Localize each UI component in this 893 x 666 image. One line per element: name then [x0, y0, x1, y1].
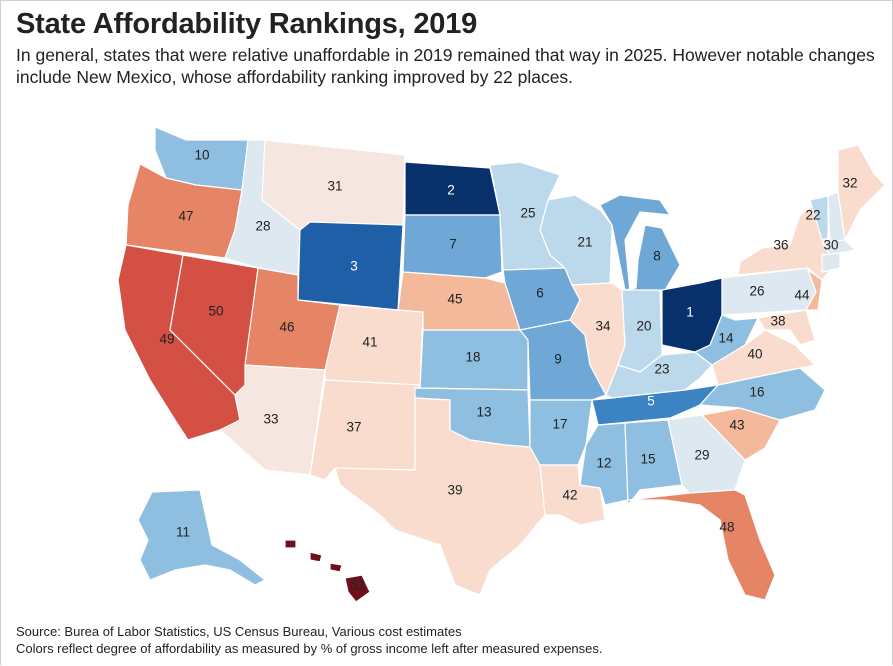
state-ar[interactable] — [529, 399, 593, 466]
state-sd[interactable] — [402, 214, 503, 279]
label-ca: 49 — [159, 332, 174, 347]
state-al[interactable] — [624, 419, 683, 506]
us-map: 10 47 49 50 28 31 3 46 41 33 37 2 7 45 1… — [117, 126, 886, 603]
label-wv: 14 — [718, 331, 734, 346]
label-co: 41 — [362, 335, 377, 350]
label-mo: 9 — [554, 352, 562, 367]
label-ms: 12 — [596, 456, 611, 471]
label-vt: 22 — [805, 208, 820, 223]
label-tx: 39 — [447, 483, 462, 498]
label-md: 38 — [770, 314, 785, 329]
label-wa: 10 — [194, 148, 209, 163]
label-mn: 25 — [520, 206, 535, 221]
label-nh: 30 — [823, 238, 838, 253]
label-nc: 16 — [749, 385, 764, 400]
label-ky: 23 — [654, 362, 669, 377]
label-or: 47 — [178, 209, 193, 224]
state-la[interactable] — [539, 464, 606, 526]
label-fl: 48 — [719, 520, 734, 535]
state-tx[interactable] — [334, 397, 546, 596]
state-ct[interactable] — [821, 252, 841, 273]
label-nj: 44 — [794, 288, 810, 303]
state-ny[interactable] — [737, 199, 836, 281]
state-ks[interactable] — [419, 329, 529, 391]
state-mi[interactable] — [599, 194, 681, 293]
label-wy[interactable]: 3 — [350, 259, 358, 274]
label-hi: 51 — [350, 578, 365, 593]
label-tn: 5 — [647, 394, 655, 409]
label-nm: 37 — [346, 420, 361, 435]
state-me[interactable] — [837, 144, 886, 241]
label-ia: 6 — [536, 286, 544, 301]
page-subtitle: In general, states that were relative un… — [16, 45, 875, 87]
state-wy[interactable] — [297, 221, 404, 311]
source-note: Source: Burea of Labor Statistics, US Ce… — [16, 624, 462, 639]
color-note: Colors reflect degree of affordability a… — [16, 641, 603, 656]
label-oh: 1 — [686, 305, 694, 320]
chart-footer: Source: Burea of Labor Statistics, US Ce… — [16, 623, 603, 657]
label-sc: 43 — [729, 418, 744, 433]
label-il: 34 — [595, 319, 611, 334]
label-az: 33 — [263, 412, 278, 427]
state-ak[interactable] — [137, 489, 266, 586]
label-in: 20 — [636, 319, 651, 334]
label-ar: 17 — [552, 417, 567, 432]
state-wv[interactable] — [694, 314, 759, 366]
label-ga: 29 — [694, 448, 709, 463]
label-sd: 7 — [449, 237, 457, 252]
label-mi: 8 — [653, 249, 661, 264]
label-ok: 13 — [476, 405, 491, 420]
label-ny: 36 — [773, 238, 788, 253]
state-vt[interactable] — [809, 195, 829, 241]
state-sc[interactable] — [701, 407, 781, 461]
label-nd: 2 — [447, 183, 455, 198]
label-id: 28 — [255, 219, 270, 234]
label-ne: 45 — [447, 292, 462, 307]
state-nc[interactable] — [699, 367, 826, 421]
label-al: 15 — [640, 452, 655, 467]
label-va: 40 — [747, 347, 762, 362]
state-hi[interactable] — [284, 539, 371, 603]
label-nv: 50 — [208, 304, 223, 319]
label-me: 32 — [842, 176, 857, 191]
state-nm[interactable] — [309, 379, 421, 481]
page-title: State Affordability Rankings, 2019 — [16, 8, 478, 40]
state-az[interactable] — [219, 364, 326, 476]
state-fl[interactable] — [627, 489, 776, 601]
label-ak: 11 — [176, 525, 190, 540]
label-pa: 26 — [749, 284, 764, 299]
state-ma[interactable] — [821, 239, 856, 256]
state-va[interactable] — [711, 329, 816, 386]
label-la: 42 — [562, 488, 577, 503]
label-mt: 31 — [327, 179, 342, 194]
label-ks: 18 — [465, 350, 480, 365]
label-ut: 46 — [279, 320, 294, 335]
label-wi: 21 — [577, 235, 592, 250]
